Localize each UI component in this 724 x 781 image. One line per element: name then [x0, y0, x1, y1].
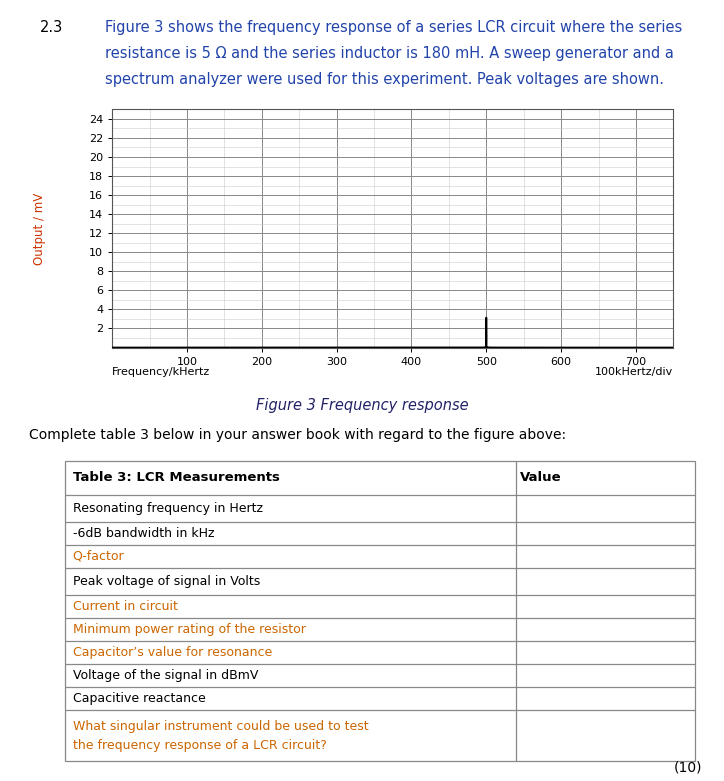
- Text: spectrum analyzer were used for this experiment. Peak voltages are shown.: spectrum analyzer were used for this exp…: [105, 72, 664, 87]
- Text: (10): (10): [674, 761, 702, 775]
- Text: What singular instrument could be used to test: What singular instrument could be used t…: [72, 720, 369, 733]
- Text: Q-factor: Q-factor: [72, 550, 125, 563]
- Text: Value: Value: [520, 471, 562, 484]
- Text: Minimum power rating of the resistor: Minimum power rating of the resistor: [72, 623, 306, 636]
- Text: Table 3: LCR Measurements: Table 3: LCR Measurements: [72, 471, 279, 484]
- Text: Output / mV: Output / mV: [33, 192, 46, 265]
- Text: -6dB bandwidth in kHz: -6dB bandwidth in kHz: [72, 526, 214, 540]
- Text: 2.3: 2.3: [40, 20, 63, 34]
- Text: Capacitive reactance: Capacitive reactance: [72, 692, 206, 705]
- Text: 100kHertz/div: 100kHertz/div: [595, 367, 673, 377]
- Text: Resonating frequency in Hertz: Resonating frequency in Hertz: [72, 501, 263, 515]
- Text: Capacitor’s value for resonance: Capacitor’s value for resonance: [72, 646, 272, 659]
- Text: Figure 3 shows the frequency response of a series LCR circuit where the series: Figure 3 shows the frequency response of…: [105, 20, 682, 34]
- Text: Figure 3 Frequency response: Figure 3 Frequency response: [256, 398, 468, 413]
- Text: Peak voltage of signal in Volts: Peak voltage of signal in Volts: [72, 575, 260, 588]
- Text: the frequency response of a LCR circuit?: the frequency response of a LCR circuit?: [72, 739, 327, 751]
- Text: Voltage of the signal in dBmV: Voltage of the signal in dBmV: [72, 669, 258, 682]
- Text: Frequency/kHertz: Frequency/kHertz: [112, 367, 211, 377]
- Text: resistance is 5 Ω and the series inductor is 180 mH. A sweep generator and a: resistance is 5 Ω and the series inducto…: [105, 46, 674, 61]
- Text: Complete table 3 below in your answer book with regard to the figure above:: Complete table 3 below in your answer bo…: [29, 428, 566, 442]
- Text: Current in circuit: Current in circuit: [72, 600, 177, 613]
